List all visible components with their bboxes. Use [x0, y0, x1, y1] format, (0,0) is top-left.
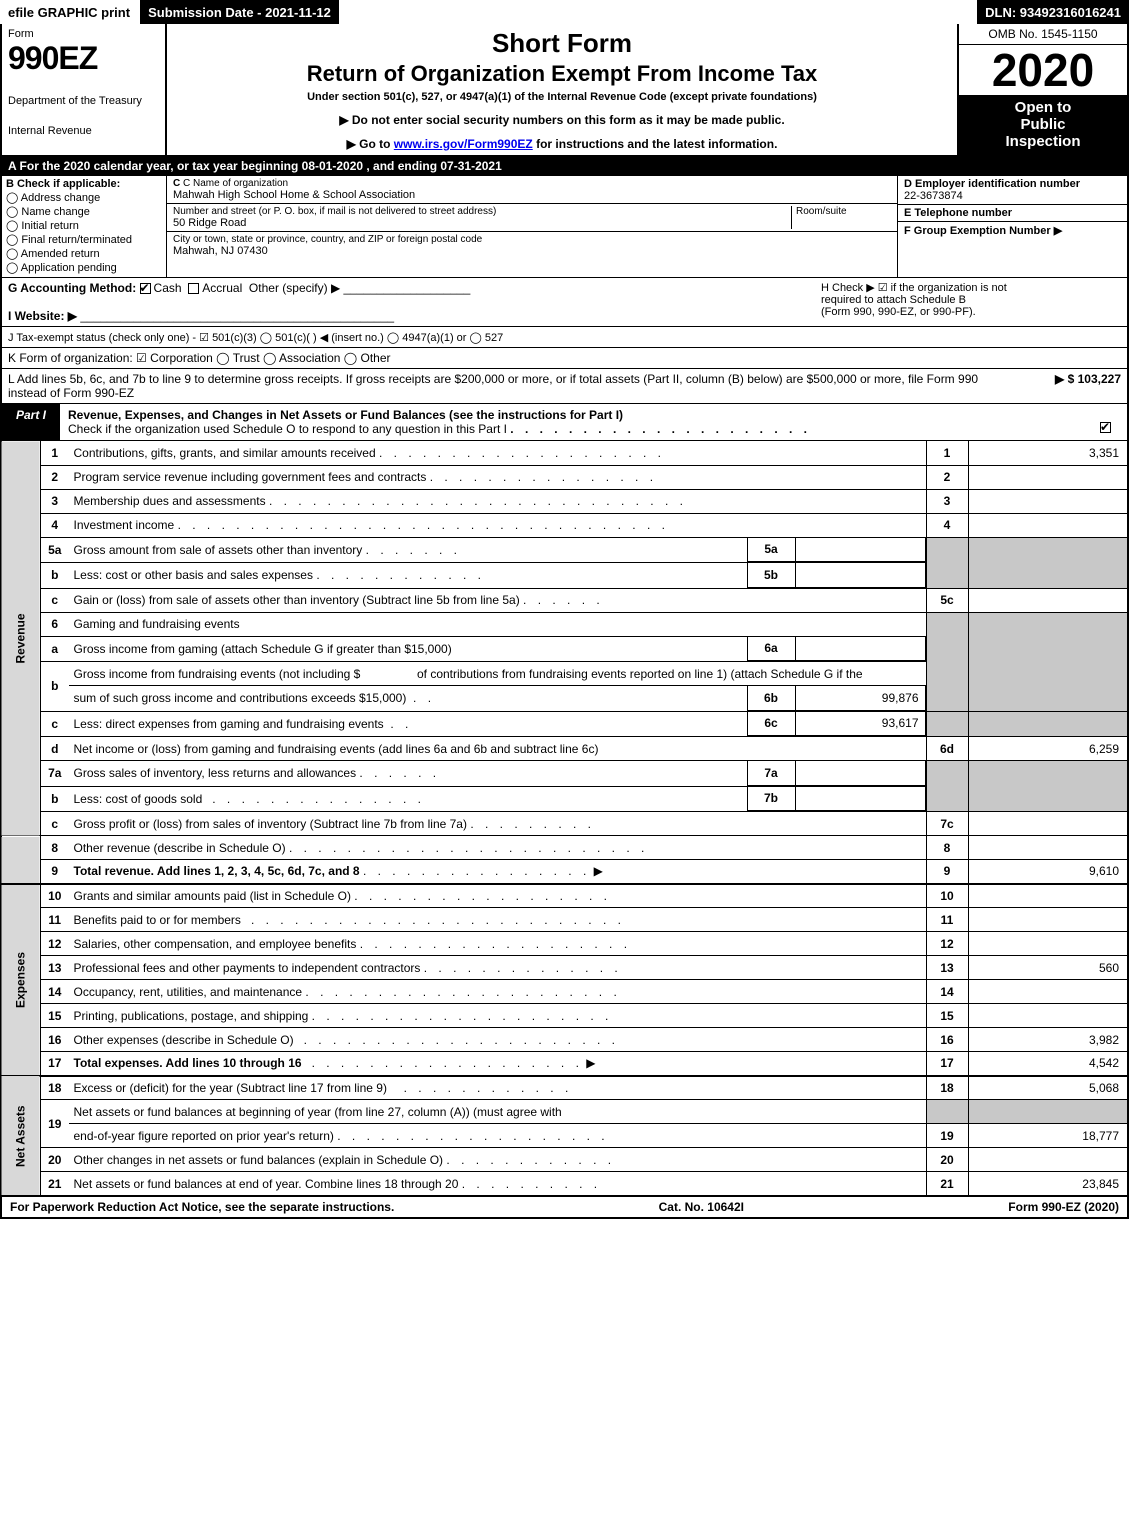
- line-6b-amount: 99,876: [795, 686, 925, 710]
- street-address: 50 Ridge Road: [173, 217, 791, 229]
- part1-header: Part I Revenue, Expenses, and Changes in…: [0, 404, 1129, 441]
- box-def: D Employer identification number 22-3673…: [897, 176, 1127, 277]
- line-1-amount: 3,351: [968, 441, 1128, 465]
- line-1-text: Contributions, gifts, grants, and simila…: [69, 441, 927, 465]
- row-l: L Add lines 5b, 6c, and 7b to line 9 to …: [0, 369, 1129, 404]
- side-revenue: Revenue: [1, 441, 41, 836]
- subtitle: Under section 501(c), 527, or 4947(a)(1)…: [177, 91, 947, 103]
- side-net-assets: Net Assets: [1, 1076, 41, 1196]
- ein-value: 22-3673874: [904, 190, 963, 202]
- box-c: C C Name of organization Mahwah High Sch…: [167, 176, 897, 277]
- line-6c-amount: 93,617: [795, 712, 925, 736]
- header-middle: Short Form Return of Organization Exempt…: [167, 24, 957, 155]
- chk-address-change[interactable]: ◯ Address change: [6, 191, 162, 204]
- return-title: Return of Organization Exempt From Incom…: [177, 61, 947, 87]
- chk-application-pending[interactable]: ◯ Application pending: [6, 261, 162, 274]
- chk-final-return[interactable]: ◯ Final return/terminated: [6, 233, 162, 246]
- footer-catno: Cat. No. 10642I: [402, 1197, 1000, 1217]
- goto-line: ▶ Go to www.irs.gov/Form990EZ for instru…: [177, 137, 947, 151]
- irs-link[interactable]: www.irs.gov/Form990EZ: [394, 137, 533, 151]
- top-bar: efile GRAPHIC print Submission Date - 20…: [0, 0, 1129, 24]
- ssn-notice: ▶ Do not enter social security numbers o…: [177, 113, 947, 127]
- page-footer: For Paperwork Reduction Act Notice, see …: [0, 1196, 1129, 1219]
- row-a-tax-year: A For the 2020 calendar year, or tax yea…: [0, 157, 1129, 176]
- side-expenses: Expenses: [1, 884, 41, 1076]
- line-21-amount: 23,845: [968, 1172, 1128, 1196]
- block-bcdef: B Check if applicable: ◯ Address change …: [0, 176, 1129, 278]
- form-number: 990EZ: [8, 40, 159, 77]
- form-header: Form 990EZ Department of the Treasury In…: [0, 24, 1129, 157]
- header-left: Form 990EZ Department of the Treasury In…: [2, 24, 167, 155]
- chk-name-change[interactable]: ◯ Name change: [6, 205, 162, 218]
- chk-accrual[interactable]: [188, 283, 199, 294]
- line-18-amount: 5,068: [968, 1076, 1128, 1100]
- row-j: J Tax-exempt status (check only one) - ☑…: [0, 327, 1129, 348]
- box-b: B Check if applicable: ◯ Address change …: [2, 176, 167, 277]
- row-k: K Form of organization: ☑ Corporation ◯ …: [0, 348, 1129, 369]
- inspection-box: Open to Public Inspection: [959, 95, 1127, 155]
- omb-number: OMB No. 1545-1150: [959, 24, 1127, 45]
- tax-year: 2020: [959, 45, 1127, 95]
- form-word: Form: [8, 28, 159, 40]
- dln-label: DLN: 93492316016241: [977, 0, 1129, 24]
- efile-print-label[interactable]: efile GRAPHIC print: [0, 0, 140, 24]
- org-name: Mahwah High School Home & School Associa…: [173, 189, 891, 201]
- gross-receipts-amount: ▶ $ 103,227: [981, 372, 1121, 400]
- submission-date-label: Submission Date - 2021-11-12: [140, 0, 341, 24]
- city-state-zip: Mahwah, NJ 07430: [173, 245, 891, 257]
- lines-table: Revenue 1 Contributions, gifts, grants, …: [0, 441, 1129, 1196]
- chk-amended-return[interactable]: ◯ Amended return: [6, 247, 162, 260]
- header-right: OMB No. 1545-1150 2020 Open to Public In…: [957, 24, 1127, 155]
- line-19-amount: 18,777: [968, 1124, 1128, 1148]
- footer-left: For Paperwork Reduction Act Notice, see …: [2, 1197, 402, 1217]
- website-label: I Website: ▶: [8, 309, 77, 323]
- internal-revenue: Internal Revenue: [8, 125, 159, 137]
- dept-treasury: Department of the Treasury: [8, 95, 159, 107]
- box-h: H Check ▶ ☑ if the organization is not r…: [821, 281, 1121, 323]
- part1-schedule-o-check[interactable]: [1087, 404, 1127, 440]
- line-17-amount: 4,542: [968, 1052, 1128, 1076]
- chk-cash[interactable]: [140, 283, 151, 294]
- part1-tag: Part I: [2, 404, 60, 440]
- line-13-amount: 560: [968, 956, 1128, 980]
- line-9-amount: 9,610: [968, 860, 1128, 884]
- row-gh: G Accounting Method: Cash Accrual Other …: [0, 278, 1129, 327]
- short-form-title: Short Form: [177, 28, 947, 59]
- chk-initial-return[interactable]: ◯ Initial return: [6, 219, 162, 232]
- line-6d-amount: 6,259: [968, 737, 1128, 761]
- line-16-amount: 3,982: [968, 1028, 1128, 1052]
- footer-form-ref: Form 990-EZ (2020): [1000, 1197, 1127, 1217]
- box-b-label: B Check if applicable:: [6, 178, 120, 190]
